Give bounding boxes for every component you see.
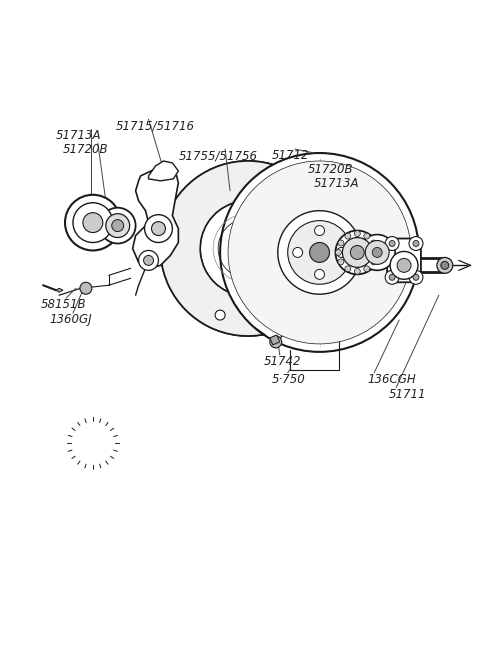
Circle shape	[371, 259, 377, 265]
Circle shape	[278, 211, 361, 294]
Circle shape	[342, 238, 372, 267]
Text: 1360GJ: 1360GJ	[49, 313, 92, 326]
Circle shape	[152, 221, 166, 236]
Circle shape	[441, 261, 449, 269]
Circle shape	[65, 194, 120, 250]
Text: 51720B: 51720B	[63, 143, 108, 156]
Circle shape	[364, 266, 370, 272]
Circle shape	[350, 246, 364, 260]
Polygon shape	[270, 335, 280, 345]
Circle shape	[288, 221, 351, 284]
Circle shape	[215, 310, 225, 320]
Text: 51713A: 51713A	[56, 129, 102, 142]
Polygon shape	[132, 166, 179, 268]
Circle shape	[336, 248, 347, 258]
Circle shape	[371, 240, 377, 246]
Circle shape	[409, 270, 423, 284]
Circle shape	[345, 266, 351, 272]
Circle shape	[354, 268, 360, 275]
Circle shape	[409, 237, 423, 250]
Circle shape	[270, 336, 282, 348]
Circle shape	[373, 250, 379, 256]
Text: 51713A: 51713A	[313, 177, 359, 190]
Circle shape	[144, 256, 154, 265]
Text: 51742: 51742	[264, 355, 301, 368]
Circle shape	[390, 252, 418, 279]
Circle shape	[360, 235, 395, 270]
Circle shape	[83, 213, 103, 233]
Circle shape	[106, 214, 130, 238]
Text: 5·750: 5·750	[272, 373, 306, 386]
Circle shape	[397, 258, 411, 273]
Circle shape	[100, 208, 136, 244]
Circle shape	[437, 258, 453, 273]
Text: 51720B: 51720B	[308, 163, 353, 176]
Circle shape	[314, 269, 324, 279]
Circle shape	[413, 240, 419, 246]
Circle shape	[389, 240, 395, 246]
Text: 51712: 51712	[272, 149, 309, 162]
Circle shape	[310, 242, 329, 262]
Circle shape	[364, 233, 370, 239]
Circle shape	[413, 275, 419, 281]
Circle shape	[389, 275, 395, 281]
Circle shape	[385, 270, 399, 284]
Circle shape	[336, 231, 379, 275]
Circle shape	[144, 215, 172, 242]
Circle shape	[338, 259, 344, 265]
Text: 51711: 51711	[389, 388, 427, 401]
Text: 51755/51756: 51755/51756	[179, 149, 257, 162]
Circle shape	[73, 203, 113, 242]
Circle shape	[345, 233, 351, 239]
Circle shape	[112, 219, 124, 231]
Circle shape	[293, 248, 302, 258]
Text: 136CGH: 136CGH	[367, 373, 416, 386]
Polygon shape	[387, 238, 421, 283]
Circle shape	[365, 240, 389, 264]
Circle shape	[336, 250, 341, 256]
Polygon shape	[148, 161, 179, 181]
Circle shape	[228, 161, 411, 344]
Circle shape	[385, 237, 399, 250]
Text: 58151B: 58151B	[41, 298, 87, 311]
Circle shape	[372, 248, 382, 258]
Wedge shape	[160, 161, 336, 336]
Circle shape	[220, 153, 419, 352]
Circle shape	[139, 250, 158, 270]
Polygon shape	[56, 288, 63, 292]
Text: 51715/51716: 51715/51716	[116, 119, 195, 132]
Circle shape	[314, 225, 324, 236]
Circle shape	[80, 283, 92, 294]
Circle shape	[338, 240, 344, 246]
Circle shape	[354, 231, 360, 237]
